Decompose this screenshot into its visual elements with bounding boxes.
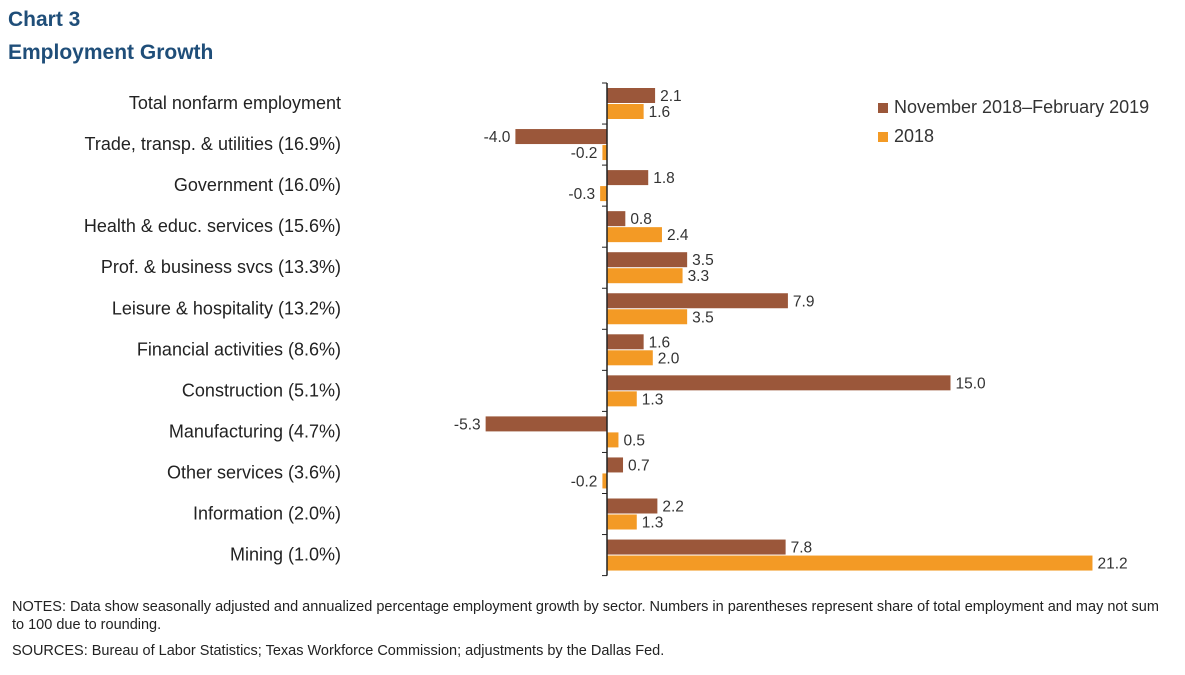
- category-label: Financial activities (8.6%): [137, 339, 341, 359]
- data-label-series-2: 21.2: [1097, 556, 1127, 573]
- category-label: Construction (5.1%): [182, 380, 341, 400]
- legend-item-series-1: November 2018–February 2019: [878, 96, 1159, 119]
- category-label: Information (2.0%): [193, 504, 341, 524]
- bar-series-2: [607, 555, 1093, 571]
- data-label-series-2: 3.5: [692, 309, 714, 326]
- category-label: Other services (3.6%): [167, 462, 341, 482]
- data-label-series-2: 1.3: [642, 391, 664, 408]
- data-label-series-2: 2.0: [658, 350, 680, 367]
- bar-series-1: [607, 375, 951, 391]
- category-label: Manufacturing (4.7%): [169, 421, 341, 441]
- bar-series-1: [607, 498, 658, 514]
- data-label-series-1: 15.0: [956, 375, 987, 392]
- data-label-series-1: 2.2: [662, 499, 684, 516]
- bar-series-2: [607, 104, 644, 119]
- chart-subtitle: Employment Growth: [8, 41, 214, 64]
- category-label: Prof. & business svcs (13.3%): [101, 257, 341, 277]
- data-label-series-2: -0.2: [571, 473, 598, 490]
- data-label-series-1: 0.7: [628, 457, 650, 474]
- legend-label-series-1: November 2018–February 2019: [894, 97, 1150, 117]
- bar-series-2: [607, 268, 683, 284]
- bar-series-2: [607, 350, 653, 366]
- data-label-series-1: 2.1: [660, 88, 682, 105]
- bar-series-2: [607, 432, 619, 448]
- data-label-series-1: -5.3: [454, 416, 481, 433]
- legend-label-series-2: 2018: [894, 126, 935, 146]
- bar-series-1: [607, 252, 688, 268]
- bar-series-1: [607, 211, 626, 227]
- category-label: Leisure & hospitality (13.2%): [112, 298, 341, 318]
- bar-series-1: [607, 539, 786, 555]
- data-label-series-1: 7.8: [791, 540, 813, 557]
- data-label-series-1: -4.0: [484, 129, 511, 146]
- bar-series-1: [607, 334, 644, 350]
- bar-series-1: [607, 457, 624, 473]
- bar-series-2: [602, 473, 607, 489]
- legend-swatch-series-2: [878, 132, 888, 142]
- legend-swatch-series-1: [878, 103, 888, 113]
- bar-series-1: [607, 170, 649, 186]
- data-label-series-1: 1.6: [649, 334, 671, 351]
- bar-series-1: [607, 88, 656, 103]
- data-label-series-2: 3.3: [688, 268, 710, 285]
- data-label-series-1: 1.8: [653, 170, 675, 187]
- bar-series-2: [607, 309, 688, 325]
- category-label: Trade, transp. & utilities (16.9%): [85, 134, 341, 154]
- bar-series-1: [607, 293, 788, 309]
- data-label-series-1: 3.5: [692, 252, 714, 269]
- chart-legend: November 2018–February 2019 2018: [878, 96, 1159, 148]
- legend-item-series-2: 2018: [878, 125, 1159, 148]
- bar-series-2: [602, 145, 607, 161]
- category-label: Total nonfarm employment: [129, 93, 341, 113]
- chart-title: Chart 3: [8, 8, 81, 31]
- bar-series-2: [607, 514, 637, 530]
- chart-notes: NOTES: Data show seasonally adjusted and…: [12, 599, 1159, 633]
- chart-sources: SOURCES: Bureau of Labor Statistics; Tex…: [12, 643, 665, 659]
- data-label-series-2: 1.6: [649, 104, 671, 121]
- data-label-series-2: -0.2: [571, 145, 598, 162]
- data-label-series-2: 0.5: [623, 432, 645, 449]
- bar-series-1: [515, 129, 607, 145]
- category-label: Mining (1.0%): [230, 545, 341, 565]
- data-label-series-1: 0.8: [630, 211, 652, 228]
- category-label: Government (16.0%): [174, 175, 341, 195]
- bar-series-2: [607, 391, 637, 407]
- category-label: Health & educ. services (15.6%): [84, 216, 341, 236]
- bar-series-1: [485, 416, 607, 432]
- data-label-series-1: 7.9: [793, 293, 815, 310]
- bar-series-2: [600, 186, 607, 202]
- bar-series-2: [607, 227, 662, 243]
- data-label-series-2: 1.3: [642, 515, 664, 532]
- data-label-series-2: -0.3: [568, 186, 595, 203]
- data-label-series-2: 2.4: [667, 227, 689, 244]
